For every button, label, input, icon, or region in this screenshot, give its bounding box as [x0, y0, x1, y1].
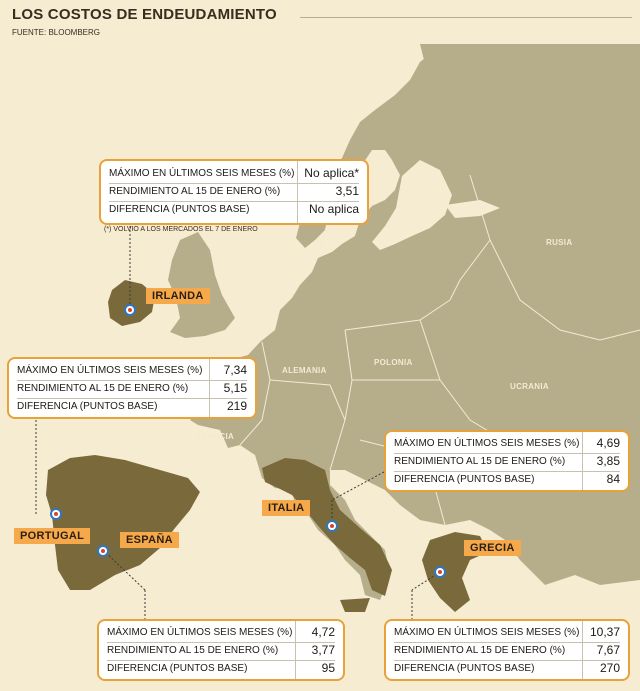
source-note: FUENTE: BLOOMBERG [12, 28, 101, 37]
column-divider [295, 621, 296, 679]
title-rule [300, 17, 632, 18]
box-grecia: MÁXIMO EN ÚLTIMOS SEIS MESES (%) 10,37 R… [384, 619, 630, 681]
value-max: 10,37 [589, 625, 620, 639]
label-yield: RENDIMIENTO AL 15 DE ENERO (%) [107, 645, 279, 656]
iberia [46, 455, 200, 590]
value-max: No aplica* [304, 166, 359, 180]
tag-portugal: PORTUGAL [14, 528, 91, 544]
page-title: LOS COSTOS DE ENDEUDAMIENTO [12, 6, 277, 23]
label-diff: DIFERENCIA (PUNTOS BASE) [17, 401, 158, 412]
ireland [108, 280, 155, 326]
box-italia: MÁXIMO EN ÚLTIMOS SEIS MESES (%) 4,69 RE… [384, 430, 630, 492]
row-yield: RENDIMIENTO AL 15 DE ENERO (%) 5,15 [17, 380, 247, 399]
marker-grecia [434, 566, 446, 578]
row-max: MÁXIMO EN ÚLTIMOS SEIS MESES (%) 7,34 [17, 362, 247, 381]
great-britain [168, 232, 235, 338]
value-max: 4,69 [596, 436, 620, 450]
label-yield: RENDIMIENTO AL 15 DE ENERO (%) [394, 645, 566, 656]
region-rusia: RUSIA [546, 238, 573, 247]
baltic-sea [372, 160, 452, 250]
value-yield: 3,85 [596, 454, 620, 468]
tag-grecia: GRECIA [464, 540, 521, 556]
sicily [340, 598, 370, 612]
label-max: MÁXIMO EN ÚLTIMOS SEIS MESES (%) [107, 627, 293, 638]
label-max: MÁXIMO EN ÚLTIMOS SEIS MESES (%) [17, 365, 203, 376]
row-yield: RENDIMIENTO AL 15 DE ENERO (%) 7,67 [394, 642, 620, 661]
scandinavia-land [420, 44, 640, 195]
region-francia: FRANCIA [196, 432, 235, 441]
value-diff: 84 [606, 472, 620, 486]
label-diff: DIFERENCIA (PUNTOS BASE) [109, 204, 250, 215]
tag-espana: ESPAÑA [120, 532, 179, 548]
value-yield: 7,67 [596, 643, 620, 657]
label-yield: RENDIMIENTO AL 15 DE ENERO (%) [394, 456, 566, 467]
region-alemania: ALEMANIA [282, 366, 327, 375]
marker-italia [326, 520, 338, 532]
value-yield: 3,51 [335, 184, 359, 198]
label-yield: RENDIMIENTO AL 15 DE ENERO (%) [109, 186, 281, 197]
value-diff: 95 [321, 661, 335, 675]
column-divider [209, 359, 210, 417]
row-max: MÁXIMO EN ÚLTIMOS SEIS MESES (%) No apli… [109, 165, 359, 184]
value-yield: 3,77 [311, 643, 335, 657]
row-max: MÁXIMO EN ÚLTIMOS SEIS MESES (%) 4,69 [394, 435, 620, 454]
row-yield: RENDIMIENTO AL 15 DE ENERO (%) 3,77 [107, 642, 335, 661]
box-espana: MÁXIMO EN ÚLTIMOS SEIS MESES (%) 4,72 RE… [97, 619, 345, 681]
value-diff: 219 [226, 399, 247, 413]
region-ucrania: UCRANIA [510, 382, 549, 391]
value-max: 4,72 [311, 625, 335, 639]
row-diff: DIFERENCIA (PUNTOS BASE) 270 [394, 660, 620, 678]
label-diff: DIFERENCIA (PUNTOS BASE) [394, 663, 535, 674]
row-diff: DIFERENCIA (PUNTOS BASE) 95 [107, 660, 335, 678]
row-diff: DIFERENCIA (PUNTOS BASE) 84 [394, 471, 620, 489]
header: LOS COSTOS DE ENDEUDAMIENTO FUENTE: BLOO… [0, 0, 640, 44]
marker-espana [97, 545, 109, 557]
column-divider [582, 432, 583, 490]
box-portugal: MÁXIMO EN ÚLTIMOS SEIS MESES (%) 7,34 RE… [7, 357, 257, 419]
gulf-finland [445, 200, 500, 218]
box-irlanda: MÁXIMO EN ÚLTIMOS SEIS MESES (%) No apli… [99, 159, 369, 225]
value-diff: 270 [599, 661, 620, 675]
row-diff: DIFERENCIA (PUNTOS BASE) 219 [17, 398, 247, 416]
row-yield: RENDIMIENTO AL 15 DE ENERO (%) 3,51 [109, 183, 359, 202]
label-yield: RENDIMIENTO AL 15 DE ENERO (%) [17, 383, 189, 394]
label-diff: DIFERENCIA (PUNTOS BASE) [107, 663, 248, 674]
row-max: MÁXIMO EN ÚLTIMOS SEIS MESES (%) 4,72 [107, 624, 335, 643]
marker-irlanda [124, 304, 136, 316]
label-max: MÁXIMO EN ÚLTIMOS SEIS MESES (%) [394, 438, 580, 449]
tag-irlanda: IRLANDA [146, 288, 210, 304]
column-divider [582, 621, 583, 679]
value-diff: No aplica [308, 202, 359, 216]
column-divider [297, 161, 298, 223]
label-max: MÁXIMO EN ÚLTIMOS SEIS MESES (%) [109, 168, 295, 179]
region-polonia: POLONIA [374, 358, 413, 367]
value-yield: 5,15 [223, 381, 247, 395]
footnote: (*) VOLVIÓ A LOS MERCADOS EL 7 DE ENERO [104, 226, 258, 233]
label-max: MÁXIMO EN ÚLTIMOS SEIS MESES (%) [394, 627, 580, 638]
row-yield: RENDIMIENTO AL 15 DE ENERO (%) 3,85 [394, 453, 620, 472]
row-diff: DIFERENCIA (PUNTOS BASE) No aplica [109, 201, 359, 219]
value-max: 7,34 [223, 363, 247, 377]
tag-italia: ITALIA [262, 500, 311, 516]
row-max: MÁXIMO EN ÚLTIMOS SEIS MESES (%) 10,37 [394, 624, 620, 643]
marker-portugal [50, 508, 62, 520]
label-diff: DIFERENCIA (PUNTOS BASE) [394, 474, 535, 485]
